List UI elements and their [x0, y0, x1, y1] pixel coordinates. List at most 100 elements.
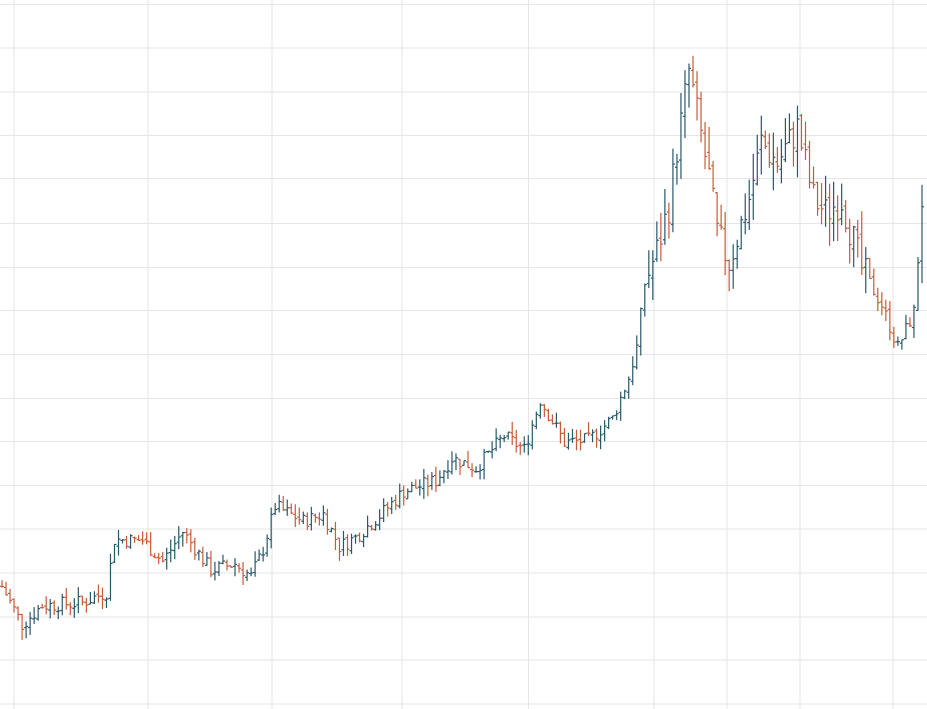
ohlc-bar — [843, 200, 848, 233]
ohlc-bar — [60, 593, 65, 616]
ohlc-bar — [835, 195, 840, 241]
ohlc-bar — [192, 537, 197, 560]
ohlc-bar — [265, 534, 270, 557]
ohlc-bar — [839, 183, 844, 226]
ohlc-bar — [807, 140, 812, 189]
ohlc-bar — [691, 55, 696, 88]
ohlc-bar — [116, 529, 121, 556]
ohlc-bar — [855, 219, 860, 258]
ohlc-bar — [634, 335, 639, 370]
ohlc-bar — [112, 543, 117, 564]
ohlc-bar — [457, 458, 462, 475]
ohlc-bar — [20, 613, 25, 640]
ohlc-bar — [88, 591, 93, 605]
ohlc-bar — [397, 483, 402, 509]
ohlc-bar — [301, 511, 306, 524]
ohlc-bar — [703, 122, 708, 170]
ohlc-bars — [0, 55, 924, 640]
ohlc-bar — [104, 597, 109, 609]
ohlc-bar — [622, 389, 627, 400]
ohlc-bar — [429, 472, 434, 490]
ohlc-bar — [345, 534, 350, 556]
ohlc-bar — [530, 420, 535, 450]
ohlc-bar — [92, 591, 97, 605]
ohlc-bar — [803, 121, 808, 160]
ohlc-bar — [377, 509, 382, 531]
ohlc-bar — [763, 130, 768, 150]
ohlc-bar — [871, 268, 876, 296]
ohlc-bar — [686, 63, 691, 108]
ohlc-bar — [216, 561, 221, 577]
ohlc-bar — [695, 71, 700, 121]
ohlc-bar — [224, 559, 229, 571]
ohlc-bar — [56, 606, 61, 620]
ohlc-bar — [305, 512, 310, 531]
ohlc-bar — [32, 607, 37, 624]
ohlc-bar — [662, 189, 667, 245]
ohlc-bar — [911, 304, 916, 338]
ohlc-bar — [626, 376, 631, 399]
ohlc-bar — [200, 546, 205, 568]
ohlc-bar — [466, 450, 471, 469]
ohlc-bar — [365, 515, 370, 538]
ohlc-bar — [401, 485, 406, 506]
ohlc-bar — [373, 521, 378, 531]
ohlc-bar — [887, 301, 892, 341]
ohlc-bar — [606, 416, 611, 430]
ohlc-bar — [441, 470, 446, 484]
ohlc-bar — [502, 434, 507, 443]
ohlc-bar — [245, 569, 250, 582]
ohlc-bar — [915, 257, 920, 312]
ohlc-bar — [582, 432, 587, 443]
ohlc-bar — [534, 411, 539, 430]
ohlc-bar — [562, 427, 567, 447]
ohlc-bar — [156, 553, 161, 565]
ohlc-bar — [610, 415, 615, 420]
ohlc-bar — [168, 539, 173, 563]
ohlc-bar — [859, 211, 864, 275]
ohlc-bar — [180, 531, 185, 547]
ohlc-bar — [233, 558, 238, 577]
ohlc-bar — [658, 212, 663, 262]
ohlc-bar — [727, 259, 732, 292]
ohlc-bar — [44, 596, 49, 615]
ohlc-bar — [425, 474, 430, 497]
ohlc-bar — [269, 507, 274, 549]
ohlc-bar — [678, 92, 683, 179]
ohlc-bar — [787, 113, 792, 144]
ohlc-bar — [578, 429, 583, 451]
ohlc-bar — [188, 529, 193, 553]
ohlc-bar — [349, 533, 354, 555]
ohlc-bar — [494, 428, 499, 452]
ohlc-bar — [273, 503, 278, 516]
ohlc-bar — [333, 521, 338, 551]
ohlc-bar — [522, 436, 527, 453]
ohlc-bar — [518, 441, 523, 455]
ohlc-bar — [474, 466, 479, 473]
ohlc-bar — [903, 314, 908, 340]
ohlc-bar — [241, 561, 246, 585]
ohlc-bar — [526, 435, 531, 456]
ohlc-bar — [329, 527, 334, 533]
ohlc-bar — [570, 428, 575, 443]
ohlc-bar — [566, 432, 571, 450]
ohlc-bar — [747, 179, 752, 230]
ohlc-bar — [875, 287, 880, 311]
ohlc-bar — [337, 537, 342, 561]
ohlc-bar — [277, 494, 282, 513]
ohlc-bar — [514, 429, 519, 453]
ohlc-bar — [28, 612, 33, 635]
ohlc-bar — [325, 508, 330, 535]
ohlc-bar — [723, 211, 728, 276]
ohlc-bar — [863, 247, 868, 294]
ohlc-bar — [827, 183, 832, 246]
ohlc-bar — [160, 552, 165, 563]
ohlc-bar — [482, 448, 487, 480]
ohlc-bar — [172, 535, 177, 560]
ohlc-bar — [413, 479, 418, 489]
ohlc-bar — [369, 524, 374, 531]
ohlc-bar — [208, 550, 213, 578]
ohlc-bar — [831, 181, 836, 242]
ohlc-bar — [249, 567, 254, 577]
ohlc-bar — [152, 553, 157, 559]
